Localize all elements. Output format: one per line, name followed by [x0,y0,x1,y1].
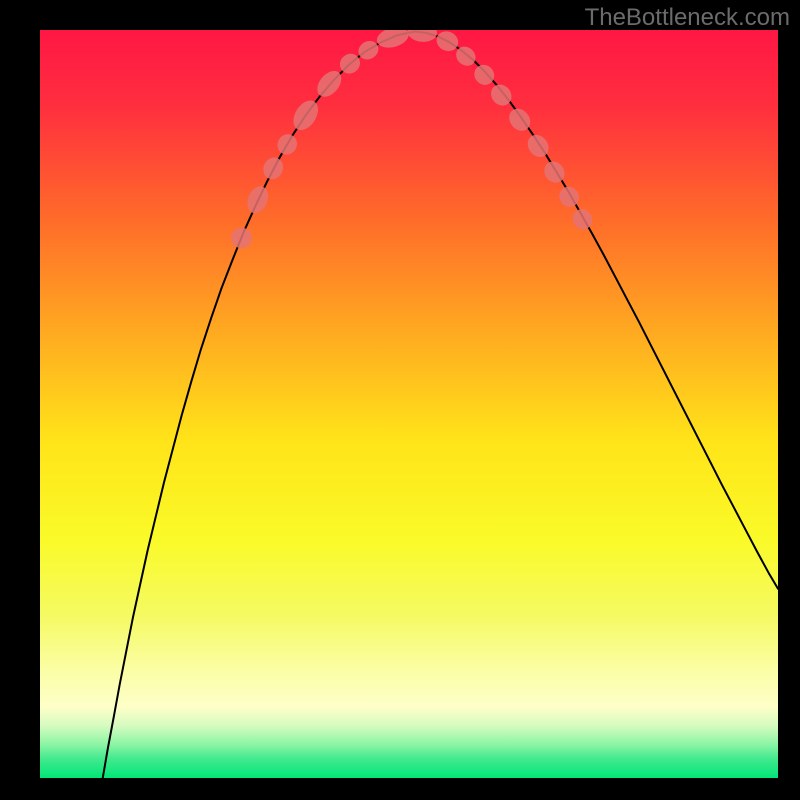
watermark-text: TheBottleneck.com [585,4,790,32]
gradient-background [40,30,778,778]
plot-area [40,30,778,778]
plot-svg [40,30,778,778]
chart-container: TheBottleneck.com [0,0,800,800]
